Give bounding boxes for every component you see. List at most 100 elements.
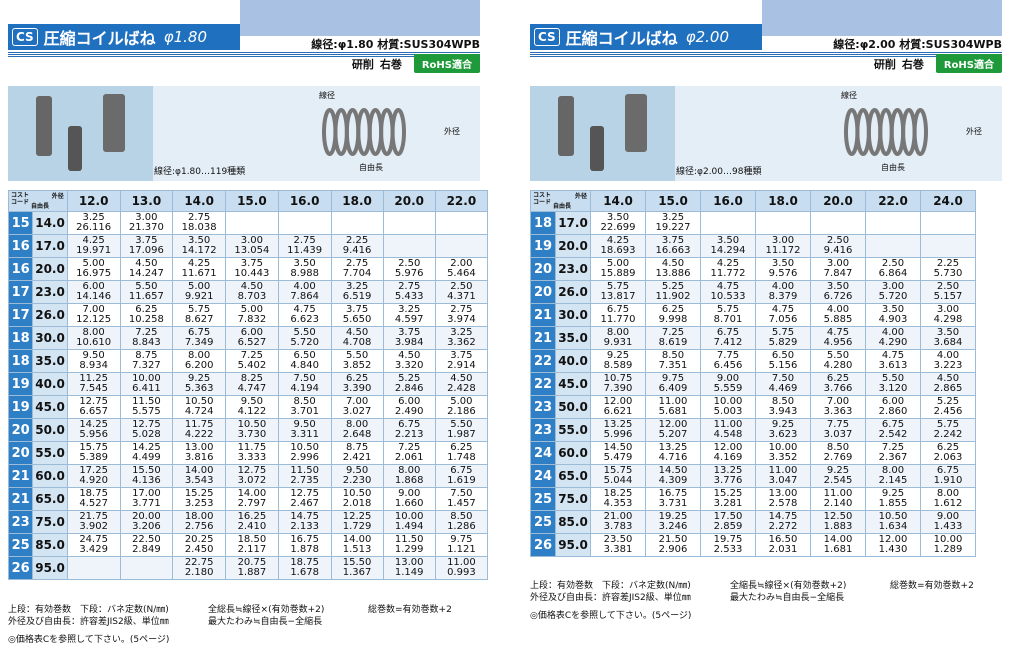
spec-cell: 3.25 3.362	[434, 326, 489, 350]
active-coils: 9.75	[450, 534, 473, 545]
active-coils: 6.25	[450, 442, 473, 453]
spec-cell: 11.50 1.299	[382, 533, 436, 557]
active-coils: 6.75	[606, 304, 630, 315]
table-row: 24 65.0 15.75 5.044 14.50 4.309 13.25 3.776 11.0…	[530, 464, 976, 488]
active-coils: 10.00	[933, 534, 963, 545]
spec-cell: 9.25 2.545	[810, 464, 866, 488]
active-coils: 7.00	[826, 396, 850, 407]
active-coils: 3.75	[450, 350, 473, 361]
spec-cell: 13.25 5.996	[590, 418, 646, 442]
active-coils: 4.50	[936, 373, 960, 384]
spec-cell: 7.00 3.027	[330, 395, 384, 419]
active-coils: 20.75	[237, 557, 267, 568]
spec-cell: 23.50 3.381	[590, 533, 646, 557]
spring-constant: 2.117	[237, 544, 267, 555]
active-coils: 3.75	[661, 235, 685, 246]
spec-cell: 18.75 1.678	[277, 556, 332, 580]
spec-cell: 2.50 6.864	[865, 257, 921, 281]
spring-constant: 10.610	[76, 337, 112, 348]
spring-constant: 4.169	[713, 452, 743, 463]
sub-spec: 研削 右巻 RoHS適合	[874, 54, 1002, 73]
spec-cell: 6.00 14.146	[66, 280, 121, 304]
spring-constant: 7.351	[658, 360, 688, 371]
active-coils: 8.00	[82, 327, 105, 338]
spec-cell: 9.25 5.363	[172, 372, 227, 396]
spec-cell: 20.25 2.450	[172, 533, 227, 557]
active-coils: 7.75	[826, 419, 850, 430]
spec-cell: 12.00 1.430	[865, 533, 921, 557]
table-row: 20 23.0 5.00 15.889 4.50 13.886 4.25 11.772 3.50…	[530, 257, 976, 281]
spring-constant: 14.247	[128, 268, 164, 279]
active-coils: 17.25	[79, 465, 108, 476]
active-coils: 13.25	[658, 442, 688, 453]
active-coils: 10.00	[713, 396, 743, 407]
spec-cell: 6.50 5.156	[755, 349, 811, 373]
springs-photo	[36, 94, 125, 171]
active-coils: 6.25	[661, 304, 685, 315]
spring-constant: 4.956	[823, 337, 853, 348]
free-length: 45.0	[32, 395, 68, 419]
spec-cell: 11.00 2.140	[810, 487, 866, 511]
spec-cell: 5.75 8.627	[172, 303, 227, 327]
spring-constant: 2.018	[342, 498, 372, 509]
spec-cell: 6.75 1.619	[434, 464, 489, 488]
product-photo-area: 線径 外径 自由長 線径:φ1.80…119種類	[8, 86, 480, 181]
spring-constant: 3.246	[658, 521, 688, 532]
spec-cell: 5.00 7.832	[225, 303, 279, 327]
active-coils: 12.50	[823, 511, 853, 522]
spring-constant: 1.910	[933, 475, 963, 486]
spring-constant: 2.533	[713, 544, 743, 555]
spring-constant: 9.931	[603, 337, 633, 348]
spring-constant: 5.720	[878, 291, 908, 302]
spec-cell: 8.25 4.747	[225, 372, 279, 396]
active-coils: 4.00	[771, 281, 795, 292]
od-label: 外径	[444, 127, 460, 136]
free-length: 65.0	[32, 487, 68, 511]
spring-constant: 3.623	[768, 429, 798, 440]
spring-constant: 3.253	[184, 498, 214, 509]
spec-cell: 12.75 6.657	[66, 395, 121, 419]
spring-constant: 3.363	[823, 406, 853, 417]
spec-cell: 7.25 2.367	[865, 441, 921, 465]
spec-cell: 3.75 2.914	[434, 349, 489, 373]
spec-cell: 11.50 2.735	[277, 464, 332, 488]
free-length: 26.0	[32, 303, 68, 327]
od-header: 15.0	[225, 190, 279, 212]
table-row: 18 17.0 3.50 22.699 3.25 19.227	[530, 211, 976, 235]
spec-cell: 12.00 6.621	[590, 395, 646, 419]
spring-constant: 14.294	[710, 245, 746, 256]
spring-constant: 4.353	[603, 498, 633, 509]
active-coils: 5.00	[450, 396, 473, 407]
free-length: 20.0	[555, 234, 591, 258]
spec-cell: 3.00 21.370	[119, 211, 174, 235]
active-coils: 12.25	[342, 511, 372, 522]
free-length: 14.0	[32, 211, 68, 235]
spec-cell: 4.50 4.708	[330, 326, 384, 350]
spec-cell: 12.50 1.883	[810, 510, 866, 534]
free-length: 50.0	[555, 395, 591, 419]
active-coils: 10.75	[603, 373, 633, 384]
spec-cell: 3.75 10.443	[225, 257, 279, 281]
spec-cell: 5.75 5.829	[755, 326, 811, 350]
spec-cell: 4.75 10.533	[700, 280, 756, 304]
active-coils: 3.50	[936, 327, 960, 338]
spec-cell: 9.00 1.660	[382, 487, 436, 511]
cost-code: 19	[7, 395, 34, 419]
spring-constant: 9.416	[823, 245, 853, 256]
cost-code: 23	[530, 418, 556, 442]
spec-cell: 4.00 5.885	[810, 303, 866, 327]
spec-cell: 11.00 5.681	[645, 395, 701, 419]
spring-constant: 4.597	[394, 314, 424, 325]
spec-cell: 5.50 3.120	[865, 372, 921, 396]
active-coils: 5.50	[450, 419, 473, 430]
free-length: 23.0	[32, 280, 68, 304]
spec-cell: 17.50 2.859	[700, 510, 756, 534]
spring-constant: 3.974	[447, 314, 476, 325]
spring-constant: 16.663	[655, 245, 691, 256]
spring-constant: 2.242	[933, 429, 963, 440]
spring-constant: 4.920	[79, 475, 108, 486]
spec-cell: 14.50 5.479	[590, 441, 646, 465]
spring-constant: 2.140	[823, 498, 853, 509]
cost-code: 18	[7, 326, 34, 350]
spring-constant: 1.430	[878, 544, 908, 555]
